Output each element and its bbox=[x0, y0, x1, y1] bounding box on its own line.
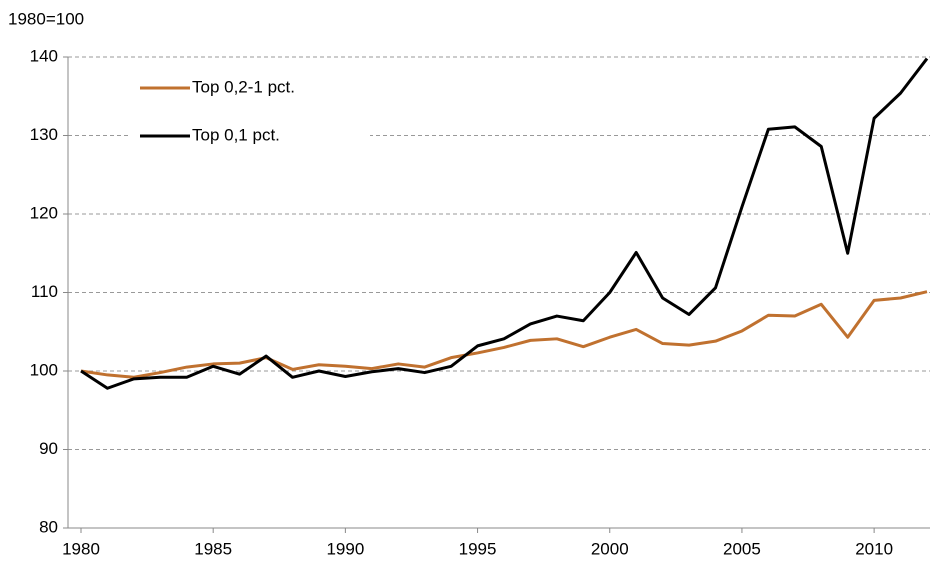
data-line bbox=[80, 290, 928, 379]
y-tick-label: 90 bbox=[39, 439, 58, 458]
x-tick-label: 1990 bbox=[326, 539, 364, 558]
legend-label: Top 0,2-1 pct. bbox=[192, 77, 295, 96]
legend-box bbox=[130, 68, 370, 178]
y-tick-label: 110 bbox=[31, 282, 58, 301]
y-tick-label: 120 bbox=[30, 203, 58, 222]
y-tick-label: 130 bbox=[30, 125, 58, 144]
y-axis-label: 1980=100 bbox=[8, 9, 84, 28]
x-tick-label: 1985 bbox=[194, 539, 232, 558]
x-tick-label: 2010 bbox=[855, 539, 893, 558]
y-tick-label: 80 bbox=[39, 517, 58, 536]
y-tick-label: 140 bbox=[30, 46, 58, 65]
y-tick-label: 100 bbox=[30, 360, 58, 379]
x-tick-label: 2000 bbox=[591, 539, 629, 558]
data-line bbox=[80, 57, 929, 390]
x-tick-label: 1980 bbox=[62, 539, 100, 558]
x-tick-label: 2005 bbox=[723, 539, 761, 558]
x-tick-label: 1995 bbox=[459, 539, 497, 558]
legend-label: Top 0,1 pct. bbox=[192, 125, 280, 144]
